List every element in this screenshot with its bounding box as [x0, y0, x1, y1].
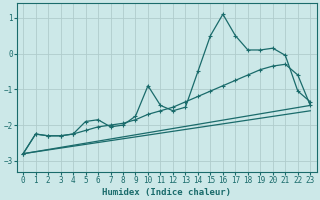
X-axis label: Humidex (Indice chaleur): Humidex (Indice chaleur) — [102, 188, 231, 197]
